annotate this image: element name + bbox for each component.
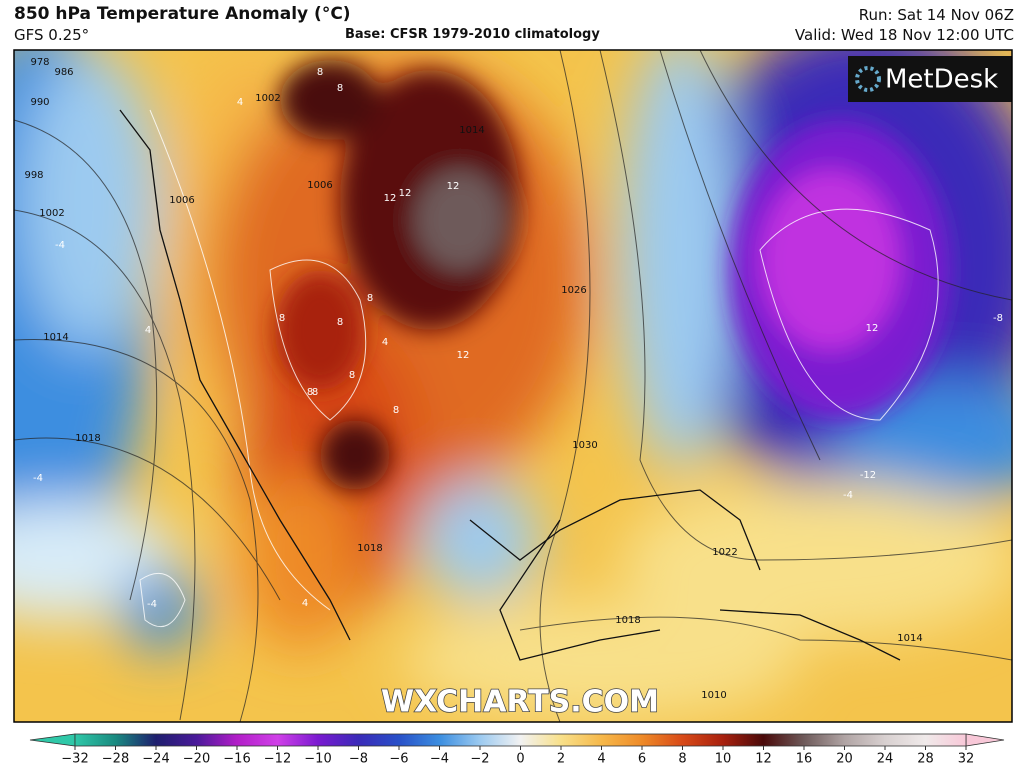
- colorbar-tick-label: 6: [638, 752, 646, 767]
- colorbar-tick-label: −28: [102, 752, 129, 767]
- anomaly-label: -4: [147, 599, 157, 610]
- anomaly-label: 8: [307, 387, 313, 398]
- isobar-label: 1002: [255, 93, 280, 104]
- colorbar-tick-label: −8: [349, 752, 368, 767]
- base: Base: CFSR 1979-2010 climatology: [345, 27, 600, 42]
- anomaly-label: 12: [866, 323, 879, 334]
- colorbar-tick-label: 24: [877, 752, 894, 767]
- model: GFS 0.25°: [14, 26, 90, 44]
- colorbar-tick-label: 0: [516, 752, 524, 767]
- isobar-label: 1022: [712, 547, 737, 558]
- anomaly-label: -12: [860, 470, 876, 481]
- isobar-label: 1026: [561, 285, 586, 296]
- isobar-label: 990: [30, 97, 49, 108]
- anomaly-label: 12: [399, 188, 412, 199]
- colorbar-tick-label: −4: [430, 752, 449, 767]
- anomaly-label: 8: [279, 313, 285, 324]
- anomaly-label: 8: [317, 67, 323, 78]
- isobar-label: 1006: [307, 180, 332, 191]
- isobar-label: 998: [24, 170, 43, 181]
- colorbar-tick-label: 32: [958, 752, 975, 767]
- colorbar-left-end: [29, 733, 76, 747]
- anomaly-label: -8: [993, 313, 1003, 324]
- anomaly-label: 8: [393, 405, 399, 416]
- isobar-label: 1030: [572, 440, 597, 451]
- run: Run: Sat 14 Nov 06Z: [858, 6, 1014, 24]
- isobar-label: 1014: [43, 332, 68, 343]
- isobar-label: 1006: [169, 195, 194, 206]
- anomaly-label: 12: [457, 350, 470, 361]
- anomaly-label: 8: [349, 370, 355, 381]
- isobar-labels: 978 986 990 998 1002 1002 1006 1006 1014…: [24, 57, 922, 701]
- anomaly-label: -4: [55, 240, 65, 251]
- watermark: WXCHARTS.COM: [381, 685, 659, 720]
- logo: MetDesk: [848, 56, 1012, 102]
- anomaly-label: 8: [312, 387, 318, 398]
- anomaly-label: 12: [384, 193, 397, 204]
- anomaly-label: 8: [337, 317, 343, 328]
- anomaly-label: 4: [382, 337, 388, 348]
- colorbar-tick-label: 20: [836, 752, 853, 767]
- anomaly-label: 4: [302, 598, 308, 609]
- colorbar-tick-label: −32: [61, 752, 88, 767]
- isobar-label: 1014: [897, 633, 922, 644]
- colorbar-tick-label: −12: [264, 752, 291, 767]
- colorbar-tick-label: 10: [715, 752, 732, 767]
- colorbar-tick-label: −10: [304, 752, 331, 767]
- colorbar-tick-label: 12: [755, 752, 772, 767]
- colorbar-tick-label: 16: [796, 752, 813, 767]
- colorbar-scale: [74, 733, 967, 747]
- anomaly-label: 8: [337, 83, 343, 94]
- title: 850 hPa Temperature Anomaly (°C): [14, 4, 351, 24]
- logo-text: MetDesk: [885, 65, 998, 95]
- isobar-label: 978: [30, 57, 49, 68]
- anomaly-label: 8: [367, 293, 373, 304]
- anomaly-label: 4: [237, 97, 243, 108]
- isobar-label: 1018: [615, 615, 640, 626]
- isobar-label: 1010: [701, 690, 726, 701]
- isobar-label: 1014: [459, 125, 484, 136]
- colorbar-tick-label: −6: [389, 752, 408, 767]
- anomaly-label: 12: [447, 181, 460, 192]
- anomaly-label: -4: [843, 490, 853, 501]
- isobar-label: 1002: [39, 208, 64, 219]
- anomaly-labels: 8 8 12 12 12 12 12 8 8 8 8 8 8 4 4 4 -4 …: [33, 67, 1003, 610]
- colorbar: −32 −28 −24 −20 −16 −12 −10 −8 −6 −4 −2 0 2 4 6 8 10 12 16…: [29, 733, 1005, 767]
- colorbar-tick-label: −2: [470, 752, 489, 767]
- anomaly-label: 4: [145, 325, 151, 336]
- valid: Valid: Wed 18 Nov 12:00 UTC: [794, 26, 1014, 44]
- colorbar-tick-label: 4: [597, 752, 605, 767]
- colorbar-tick-label: −24: [142, 752, 169, 767]
- colorbar-right-end: [965, 733, 1005, 747]
- isobar-label: 1018: [357, 543, 382, 554]
- colorbar-tick-label: 8: [678, 752, 686, 767]
- colorbar-tick-label: 28: [917, 752, 934, 767]
- colorbar-tick-label: −16: [223, 752, 250, 767]
- anomaly-field: 978 986 990 998 1002 1002 1006 1006 1014…: [14, 50, 1012, 722]
- colorbar-tick-label: −20: [183, 752, 210, 767]
- anomaly-label: -4: [33, 473, 43, 484]
- isobar-label: 1018: [75, 433, 100, 444]
- colorbar-tick-label: 2: [557, 752, 565, 767]
- map-frame: [13, 49, 1013, 723]
- isobar-label: 986: [54, 67, 73, 78]
